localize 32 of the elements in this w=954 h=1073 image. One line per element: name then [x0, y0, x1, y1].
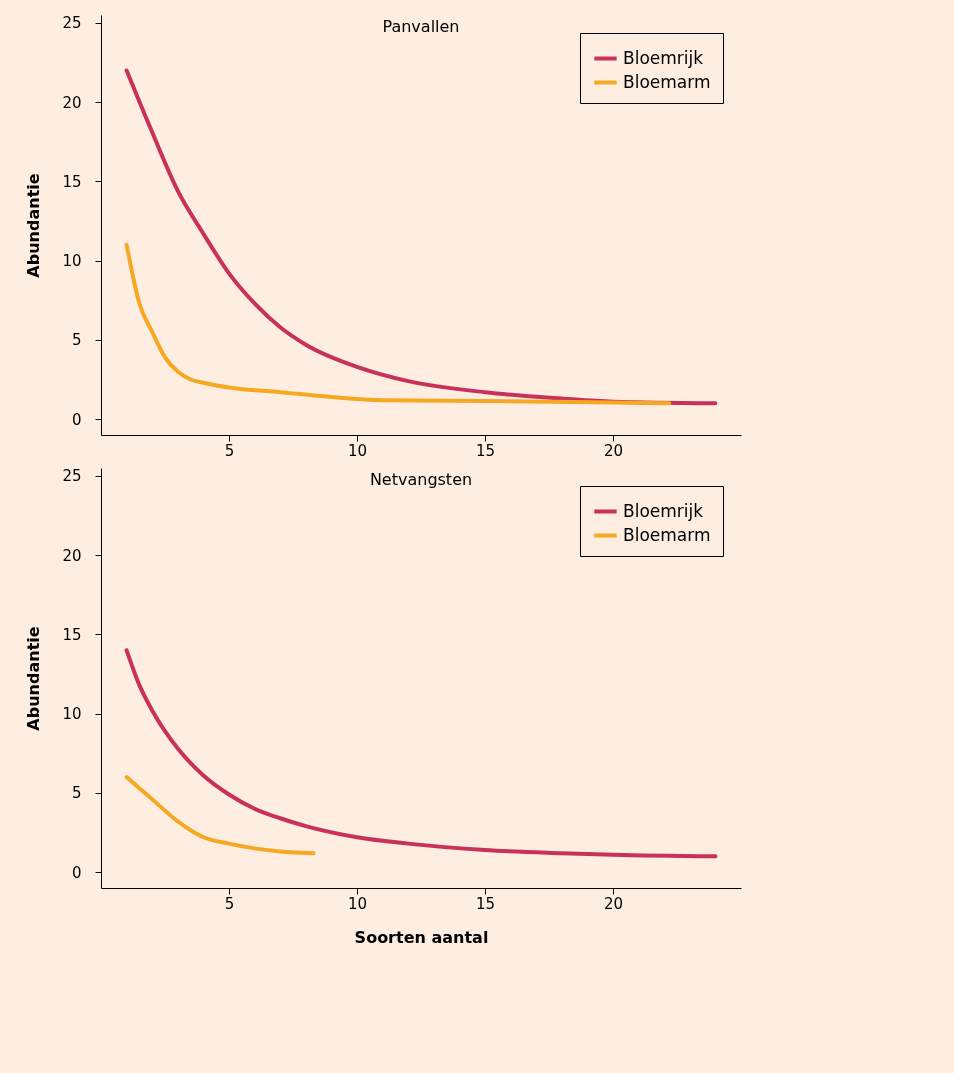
x-tick-label: 10 — [347, 894, 368, 913]
x-tick-label: 20 — [603, 441, 624, 460]
y-axis-title: Abundantie — [24, 173, 44, 278]
legend-label: Bloemarm — [623, 71, 711, 92]
y-tick-label: 25 — [62, 467, 82, 486]
y-tick-label: 10 — [62, 705, 82, 724]
y-tick-label: 15 — [62, 172, 82, 191]
x-tick-label: 20 — [603, 894, 624, 913]
y-tick-label: 25 — [62, 14, 82, 33]
y-tick-label: 10 — [62, 252, 82, 271]
line-series — [124, 648, 718, 859]
chart-title: Netvangsten — [369, 470, 473, 489]
x-axis-title: Soorten aantal — [354, 927, 489, 947]
x-tick-label: 5 — [224, 441, 235, 460]
legend-label: Bloemarm — [623, 524, 711, 545]
y-axis-title: Abundantie — [24, 626, 44, 731]
y-tick-label: 5 — [71, 784, 82, 803]
legend-label: Bloemrijk — [623, 47, 704, 68]
y-tick-label: 20 — [62, 93, 82, 112]
y-tick-label: 15 — [62, 625, 82, 644]
x-tick-label: 15 — [475, 894, 496, 913]
line-series — [124, 775, 316, 856]
x-tick-label: 15 — [475, 441, 496, 460]
x-tick-label: 5 — [224, 894, 235, 913]
line-series — [124, 242, 672, 406]
y-tick-label: 5 — [71, 331, 82, 350]
y-tick-label: 20 — [62, 546, 82, 565]
legend-label: Bloemrijk — [623, 500, 704, 521]
chart-title: Panvallen — [382, 17, 460, 36]
y-tick-label: 0 — [71, 410, 82, 429]
x-tick-label: 10 — [347, 441, 368, 460]
y-tick-label: 0 — [71, 863, 82, 882]
